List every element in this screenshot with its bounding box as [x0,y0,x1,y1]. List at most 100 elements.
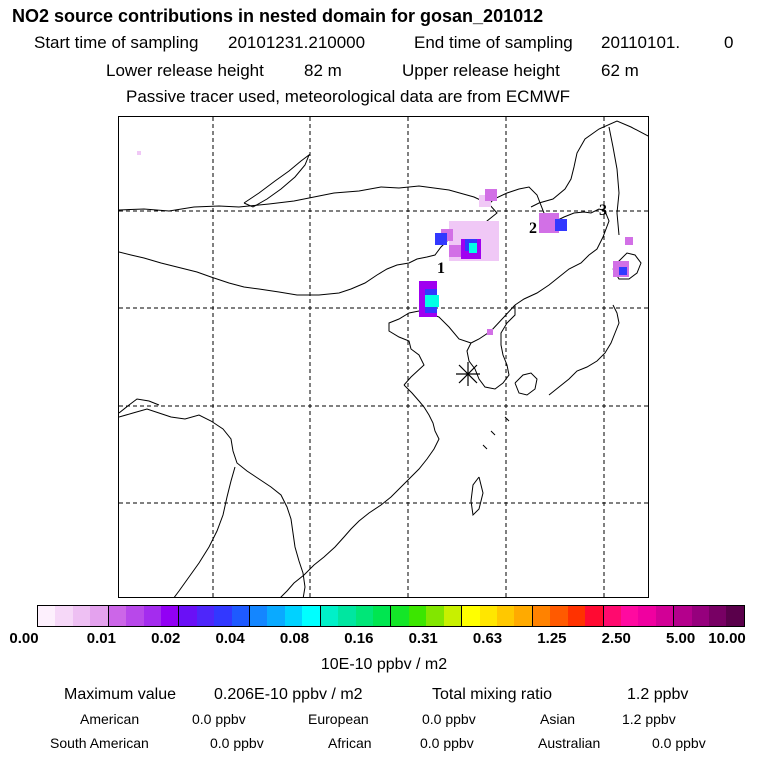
start-time-value: 20101231.210000 [228,33,366,52]
plume-cell [485,189,497,201]
korea-peninsula [466,305,516,390]
plume-cell [449,245,461,257]
sakhalin-island [608,126,620,236]
color-scale-cell [214,606,232,626]
bohai-coast [388,310,472,386]
total-mixing-value: 1.2 ppbv [627,686,689,703]
color-scale-tick: 10.00 [708,630,746,647]
color-scale-cell [514,606,533,626]
color-scale-cell [72,606,91,626]
color-scale-cell [443,606,463,626]
color-scale-cell [620,606,639,626]
map-title: NO2 source contributions in nested domai… [12,6,544,26]
asterisk-icon [456,362,480,386]
plume-cell [555,219,567,231]
color-scale-cell [408,606,427,626]
plume-cell [137,151,141,155]
plume-cell [435,233,447,245]
concentration-plume [137,151,633,335]
taiwan-island [470,476,484,517]
end-time-value: 20110101. [601,33,681,52]
color-scale-cell [108,606,127,626]
color-scale-cell [550,606,568,626]
color-scale-cell [55,606,73,626]
region-name: Asian [540,711,576,727]
color-scale-cell [603,606,621,626]
color-scale-tick: 2.50 [601,630,631,647]
color-scale-cell [90,606,109,626]
japan-hokkaido [612,252,642,280]
color-scale-cell [267,606,285,626]
color-scale-cell [320,606,339,626]
graticule [119,117,648,597]
plume-cell [619,267,627,275]
color-scale-cell [726,606,744,626]
total-mixing-label: Total mixing ratio [432,686,553,703]
color-scale-cell [567,606,586,626]
region-value: 0.0 ppbv [420,735,474,751]
japan-kyushu [514,372,538,396]
plume-cell [487,329,493,335]
china-russia-border [488,186,610,306]
color-scale-unit: 10E-10 ppbv / m2 [320,656,448,673]
color-scale-cell [250,606,268,626]
point-label-1: 1 [437,260,445,277]
mongolia-border [119,185,498,296]
china-east-coast [280,384,440,597]
color-scale-cell [585,606,604,626]
color-scale-cell [160,606,180,626]
color-scale-cell [196,606,215,626]
color-scale-cell [496,606,515,626]
japan-honshu [548,304,620,396]
color-scale-cell [691,606,710,626]
color-scale-tick: 0.08 [279,630,310,647]
color-scale-cell [462,606,480,626]
color-scale-cell [373,606,392,626]
color-scale-cell [426,606,444,626]
south-china-border [119,408,306,597]
lower-release-value: 82 m [304,61,342,80]
china-korea-border [470,304,516,344]
region-value: 0.0 ppbv [192,711,246,727]
color-scale-bar [37,605,745,627]
color-scale-cell [655,606,675,626]
region-value: 0.0 ppbv [210,735,264,751]
color-scale-cell [284,606,303,626]
max-value-label: Maximum value [64,686,177,703]
region-name: African [328,735,372,751]
color-scale-tick: 5.00 [666,630,696,647]
upper-release-value: 62 m [601,61,639,80]
plume-cell [425,295,439,307]
color-scale-tick: 0.00 [9,630,39,647]
color-scale-cell [338,606,356,626]
end-time-label: End time of sampling [414,33,573,52]
tracer-note: Passive tracer used, meteorological data… [126,87,571,106]
color-scale-cell [38,606,56,626]
upper-release-label: Upper release height [402,61,560,80]
map-panel: 1 2 3 [118,116,649,598]
region-value: 1.2 ppbv [622,711,676,727]
country-borders [119,120,648,597]
color-scale-tick: 1.25 [537,630,567,647]
color-scale-cell [143,606,161,626]
lake-baikal [243,153,311,208]
color-scale-cell [391,606,409,626]
himalaya-border [119,398,160,414]
region-value: 0.0 ppbv [652,735,706,751]
color-scale-cell [709,606,727,626]
max-value: 0.206E-10 ppbv / m2 [214,686,363,703]
color-scale-cell [179,606,197,626]
color-scale-tick: 0.31 [408,630,438,647]
color-scale-tick: 0.63 [472,630,503,647]
point-label-2: 2 [529,220,537,237]
plume-cell [469,243,477,253]
plume-cell [539,213,559,233]
plume-cell [625,237,633,245]
color-scale-cell [355,606,374,626]
color-scale-cell [302,606,321,626]
end-time-extra: 0 [724,33,734,52]
ryukyu-islands [482,416,510,450]
region-name: American [80,711,140,727]
region-name: South American [50,735,149,751]
region-name: Australian [538,735,601,751]
